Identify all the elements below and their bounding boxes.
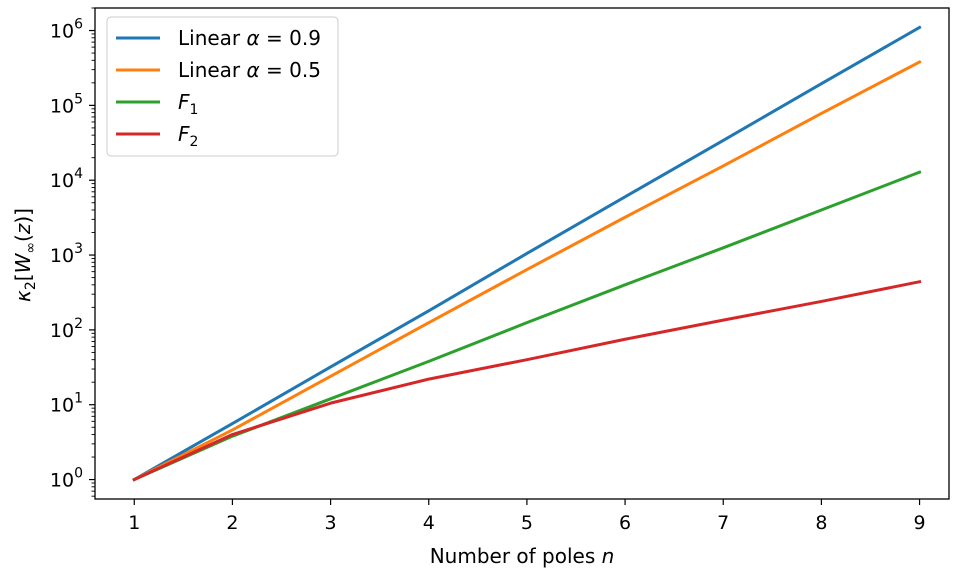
series-line-4 <box>132 279 922 482</box>
legend-box <box>106 16 339 157</box>
x-tick-label: 5 <box>521 512 533 534</box>
x-tick-label: 9 <box>914 512 926 534</box>
y-axis-ticks: 100 101 102 103 104 105 106 <box>50 7 95 497</box>
series-line-2 <box>132 59 922 482</box>
x-tick-label: 1 <box>128 512 140 534</box>
series-line-1 <box>132 25 922 482</box>
legend: Linear α = 0.9 Linear α = 0.5 F1 F2 <box>106 16 339 157</box>
series-line-3 <box>132 170 922 482</box>
series-layer <box>132 25 922 482</box>
y-tick-label: 100 <box>50 466 83 492</box>
y-tick-label: 106 <box>50 17 83 43</box>
x-tick-label: 6 <box>619 512 631 534</box>
legend-label-1: Linear α = 0.9 <box>178 26 321 50</box>
x-tick-label: 4 <box>423 512 435 534</box>
legend-label-3: F1 <box>178 90 198 118</box>
x-tick-label: 2 <box>226 512 238 534</box>
y-tick-label: 102 <box>50 316 83 342</box>
x-tick-label: 8 <box>815 512 827 534</box>
legend-label-4: F2 <box>178 122 198 150</box>
y-tick-label: 103 <box>50 241 83 267</box>
x-axis-label: Number of poles n <box>430 544 615 568</box>
y-tick-label: 101 <box>50 391 83 417</box>
y-tick-label: 104 <box>50 166 83 192</box>
x-axis-ticks: 1 2 3 4 5 6 7 8 9 <box>128 499 926 534</box>
legend-label-2: Linear α = 0.5 <box>178 58 321 82</box>
x-tick-label: 7 <box>717 512 729 534</box>
y-tick-label: 105 <box>50 91 83 117</box>
x-tick-label: 3 <box>325 512 337 534</box>
plot-frame <box>94 7 950 500</box>
y-axis-label: κ2[W∞(z)] <box>11 208 39 302</box>
